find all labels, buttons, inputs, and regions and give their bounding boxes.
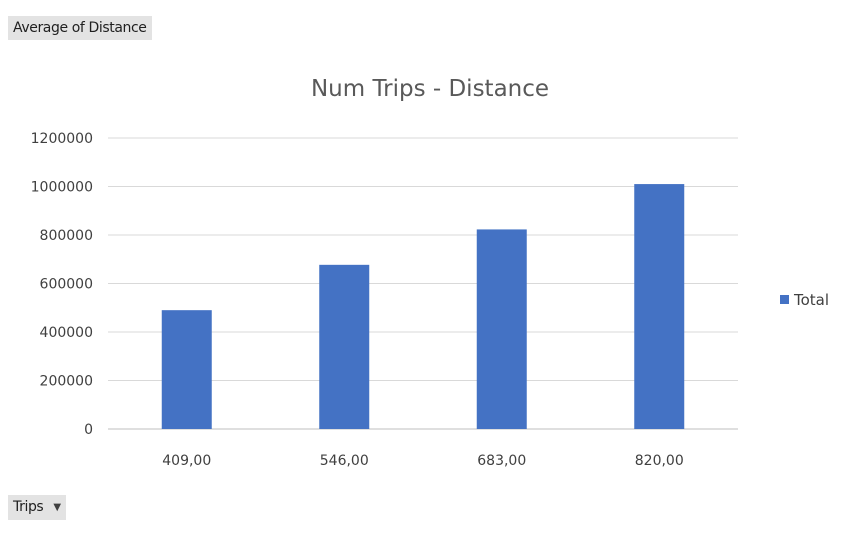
x-tick-label: 683,00: [477, 453, 526, 469]
y-tick-label: 200000: [40, 374, 93, 390]
bar: [476, 229, 527, 429]
bar: [319, 264, 370, 429]
y-tick-label: 800000: [40, 228, 93, 244]
chart-title: Num Trips - Distance: [311, 76, 549, 102]
y-tick-label: 1000000: [31, 180, 93, 196]
x-tick-label: 546,00: [320, 453, 369, 469]
y-axis-ticks: 0 200000 400000 600000 800000 1000000 1200000: [31, 131, 93, 438]
y-tick-label: 1200000: [31, 131, 93, 147]
value-field-button[interactable]: Average of Distance: [8, 16, 152, 40]
axis-field-button[interactable]: Trips ▼: [8, 495, 66, 520]
y-tick-label: 600000: [40, 277, 93, 293]
x-axis-ticks: 409,00 546,00 683,00 820,00: [162, 453, 684, 469]
bar: [161, 310, 212, 429]
bars: [161, 184, 685, 429]
legend-swatch-total: [780, 295, 789, 304]
x-tick-label: 409,00: [162, 453, 211, 469]
dropdown-arrow-icon[interactable]: ▼: [53, 502, 61, 513]
value-field-label: Average of Distance: [13, 20, 147, 36]
axis-field-label: Trips: [13, 499, 44, 515]
y-tick-label: 400000: [40, 325, 93, 341]
gridlines: [108, 137, 738, 430]
legend-label-total: Total: [793, 291, 829, 309]
y-tick-label: 0: [84, 422, 93, 438]
legend: Total: [780, 291, 829, 309]
x-tick-label: 820,00: [635, 453, 684, 469]
bar: [634, 184, 685, 429]
